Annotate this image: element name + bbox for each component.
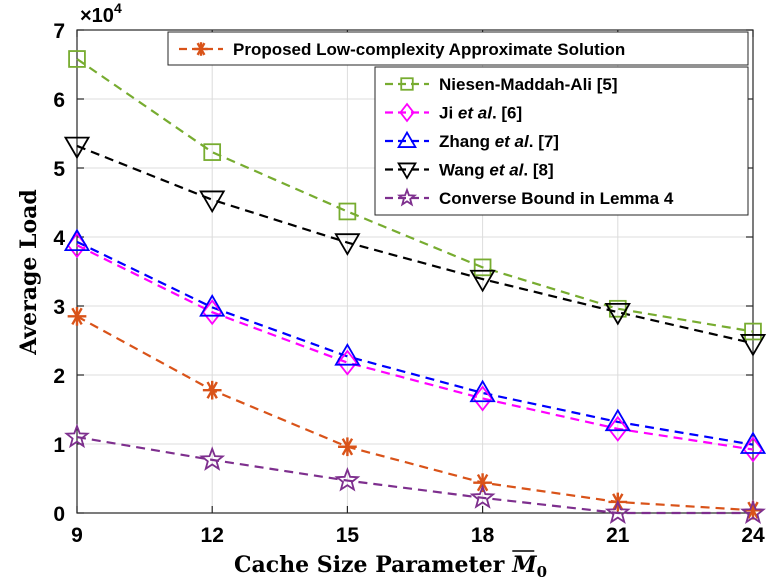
x-tick-label: 15	[336, 524, 360, 547]
y-tick-label: 3	[53, 296, 65, 319]
x-axis-label-text: Cache Size Parameter	[234, 552, 505, 578]
series-3-point	[199, 294, 226, 317]
y-tick-label: 0	[53, 503, 65, 526]
series-4-point	[63, 136, 91, 160]
y-tick-label: 4	[53, 227, 65, 250]
series-2-point	[337, 349, 358, 376]
series-1-point	[203, 143, 222, 161]
series-3-point	[739, 431, 767, 454]
series-3-point	[63, 228, 91, 252]
y-tick-label: 6	[53, 89, 65, 112]
x-tick-label: 24	[741, 524, 765, 547]
series-5-point	[604, 499, 631, 524]
legend-box-main	[374, 66, 749, 216]
x-tick-label: 18	[471, 524, 495, 547]
series-0-point	[338, 437, 357, 457]
series-4-point	[604, 302, 631, 326]
legend-marker	[399, 102, 415, 123]
x-tick-label: 12	[201, 524, 224, 547]
legend-box-top	[167, 31, 749, 66]
series-0-line	[76, 315, 754, 512]
y-tick-label: 2	[53, 365, 65, 388]
series-1-point	[744, 322, 762, 341]
series-4-point	[199, 190, 226, 214]
legend-label: Proposed Low-complexity Approximate Solu…	[233, 40, 625, 59]
legend-label: Ji et al. [6]	[439, 104, 522, 123]
series-4-point	[334, 233, 361, 256]
legend-marker	[400, 77, 414, 91]
series-4-point	[469, 269, 496, 293]
series-5-point	[334, 467, 361, 492]
y-tick-labels: 0 1 2 3 4 5 6 7	[53, 20, 65, 526]
x-axis-symbol: M0	[511, 552, 547, 581]
legend-label: Zhang et al. [7]	[439, 132, 559, 151]
series-2-point	[202, 299, 223, 326]
x-tick-labels: 9 12 15 18 21 24	[71, 524, 765, 547]
y-tick-label: 1	[53, 434, 65, 457]
series-1-point	[338, 202, 357, 221]
x-axis-label: Cache Size Parameter M0	[234, 550, 547, 581]
series-0-point	[67, 307, 87, 326]
y-tick-label: 7	[53, 20, 65, 43]
x-tick-label: 21	[606, 524, 630, 547]
series-markers	[63, 50, 767, 524]
legend-marker	[396, 187, 418, 207]
legend-marker	[397, 162, 417, 180]
legend-label: Niesen-Maddah-Ali [5]	[439, 75, 618, 94]
series-5-point	[64, 423, 90, 449]
series-lines	[76, 58, 754, 515]
series-3-point	[334, 343, 361, 366]
series-2-point	[607, 415, 628, 442]
legend-baselines: Niesen-Maddah-Ali [5] Ji et al. [6] Zhang …	[374, 66, 749, 216]
series-4-line	[76, 144, 754, 345]
series-1-point	[68, 50, 86, 68]
series-3-point	[469, 379, 496, 403]
series-3-point	[604, 408, 631, 432]
y-tick-label: 5	[53, 158, 65, 181]
series-2-point	[742, 436, 764, 463]
legend-label: Converse Bound in Lemma 4	[439, 189, 674, 208]
plot-frame	[76, 29, 754, 514]
series-1-line	[76, 58, 754, 333]
series-5-point	[199, 446, 226, 471]
y-axis-label: Average Load	[16, 189, 42, 356]
series-2-line	[76, 244, 754, 451]
series-5-point	[740, 499, 766, 524]
series-1-point	[473, 258, 492, 277]
y-multiplier: ×104	[80, 0, 122, 27]
legend-proposed: Proposed Low-complexity Approximate Solu…	[167, 31, 749, 66]
series-3-line	[76, 240, 754, 446]
series-0-point	[202, 380, 222, 400]
series-4-point	[739, 334, 767, 357]
x-tick-label: 9	[71, 524, 83, 547]
series-5-point	[469, 484, 496, 509]
legend-marker	[194, 42, 208, 56]
legend-label: Wang et al. [8]	[439, 161, 554, 180]
legend-marker	[397, 130, 417, 148]
series-2-point	[472, 385, 493, 412]
